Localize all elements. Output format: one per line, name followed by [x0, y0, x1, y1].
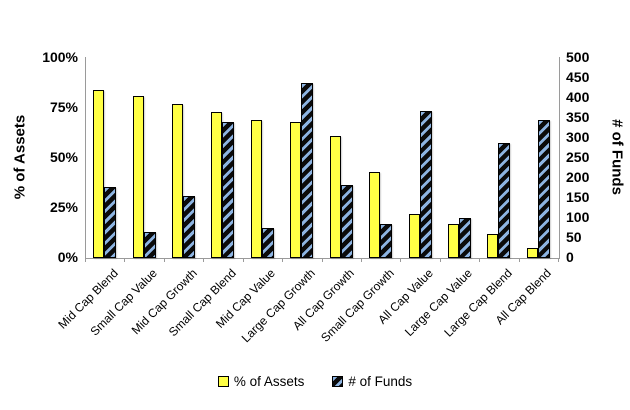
- bar-num-funds: [261, 228, 274, 258]
- right-axis-tick-label: 200: [566, 169, 590, 185]
- right-axis-tick-label: 100: [566, 209, 590, 225]
- right-axis-tick-label: 150: [566, 189, 590, 205]
- bar-pct-assets: [290, 122, 302, 258]
- x-axis-tick: [282, 258, 284, 262]
- x-axis-tick: [439, 258, 441, 262]
- pct-assets-swatch-icon: [217, 376, 229, 387]
- bar-num-funds: [222, 122, 235, 258]
- x-axis-tick: [203, 258, 205, 262]
- x-axis-tick: [242, 258, 244, 262]
- bar-pct-assets: [447, 224, 459, 258]
- right-axis-tick-label: 250: [566, 149, 590, 165]
- bar-pct-assets: [329, 136, 341, 258]
- bar-pct-assets: [211, 112, 223, 258]
- x-axis-tick: [124, 258, 126, 262]
- num-funds-swatch-icon: [332, 376, 344, 387]
- bar-pct-assets: [132, 96, 144, 258]
- right-axis-tick-label: 450: [566, 69, 590, 85]
- legend-label-num-funds: # of Funds: [348, 374, 413, 389]
- x-axis-tick: [558, 258, 559, 262]
- right-axis-tick-label: 500: [566, 49, 590, 65]
- bar-num-funds: [143, 232, 156, 258]
- bar-pct-assets: [369, 172, 381, 258]
- bar-num-funds: [498, 143, 511, 258]
- right-axis-tick-label: 300: [566, 129, 590, 145]
- bar-pct-assets: [487, 234, 499, 258]
- bar-num-funds: [183, 196, 196, 258]
- bar-pct-assets: [93, 90, 105, 258]
- x-axis-tick: [400, 258, 402, 262]
- right-axis-title: # of Funds: [608, 119, 626, 195]
- legend-item-num-funds: # of Funds: [332, 374, 412, 389]
- bar-num-funds: [419, 111, 432, 258]
- bar-num-funds: [301, 83, 314, 258]
- legend-item-pct-assets: % of Assets: [217, 374, 305, 389]
- bar-num-funds: [458, 218, 471, 258]
- bar-pct-assets: [250, 120, 262, 258]
- left-axis-tick-label: 0%: [57, 249, 78, 265]
- bar-pct-assets: [172, 104, 184, 258]
- left-axis-tick-label: 75%: [49, 99, 78, 115]
- x-axis-category-label: Small Cap Blend: [165, 266, 239, 340]
- right-axis-tick-label: 400: [566, 89, 590, 105]
- legend-label-pct-assets: % of Assets: [233, 374, 305, 389]
- legend: % of Assets # of Funds: [0, 374, 630, 389]
- x-axis-tick: [85, 258, 86, 262]
- plot-area: [85, 57, 560, 259]
- bar-num-funds: [340, 185, 353, 258]
- left-axis-tick-label: 25%: [49, 199, 78, 215]
- x-axis-tick: [360, 258, 362, 262]
- x-axis-tick: [479, 258, 481, 262]
- bar-num-funds: [537, 120, 550, 258]
- bar-num-funds: [104, 187, 117, 258]
- right-axis-tick-label: 0: [566, 249, 574, 265]
- x-axis-tick: [518, 258, 520, 262]
- left-axis-tick-label: 100%: [42, 49, 78, 65]
- bar-num-funds: [380, 224, 393, 258]
- x-axis-tick: [321, 258, 323, 262]
- x-axis-tick: [163, 258, 165, 262]
- bar-pct-assets: [526, 248, 538, 258]
- bar-pct-assets: [408, 214, 420, 258]
- right-axis-tick-label: 50: [566, 229, 582, 245]
- left-axis-tick-label: 50%: [49, 149, 78, 165]
- right-axis-tick-label: 350: [566, 109, 590, 125]
